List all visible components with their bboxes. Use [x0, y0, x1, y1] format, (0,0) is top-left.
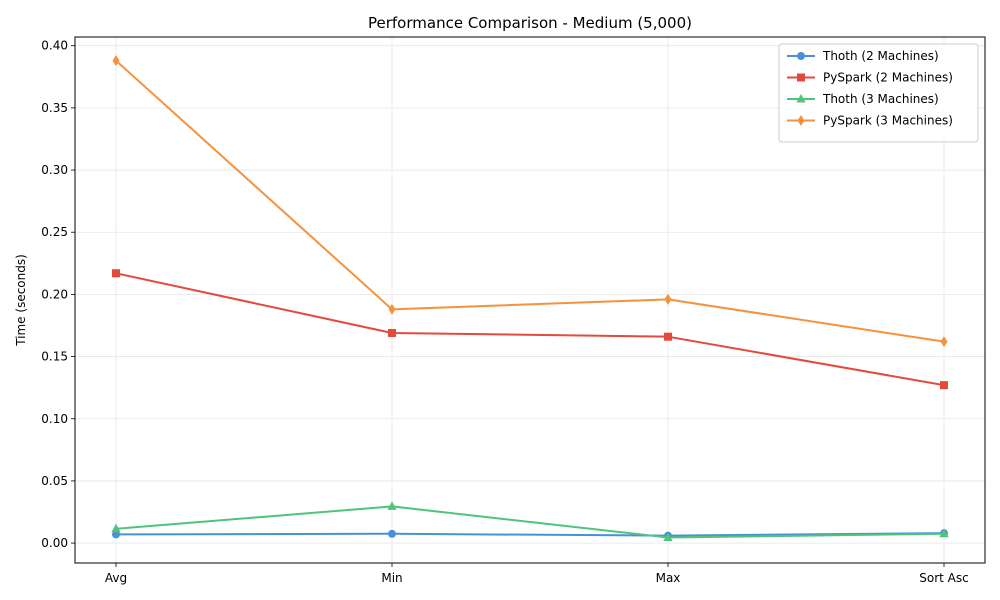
y-tick-label: 0.25: [41, 225, 68, 239]
legend-marker: [797, 73, 805, 82]
legend-item: PySpark (2 Machines): [787, 71, 953, 85]
y-tick-label: 0.40: [41, 39, 68, 53]
x-tick-label: Avg: [105, 571, 127, 585]
data-point: [388, 303, 396, 315]
series-line: [115, 272, 945, 387]
legend-marker: [796, 94, 806, 103]
legend-label: PySpark (2 Machines): [823, 71, 953, 85]
legend-label: PySpark (3 Machines): [823, 114, 953, 128]
data-point: [940, 336, 948, 348]
series-line: [115, 505, 945, 539]
legend-item: Thoth (3 Machines): [787, 92, 939, 106]
y-tick-label: 0.05: [41, 474, 68, 488]
data-point: [112, 55, 120, 67]
series-line: [115, 532, 945, 537]
legend: Thoth (2 Machines) PySpark (2 Machines) Th…: [778, 43, 979, 143]
x-axis: Avg Min Max Sort Asc: [105, 563, 969, 585]
series-line: [115, 59, 945, 343]
data-point: [663, 532, 673, 542]
legend-marker: [797, 52, 805, 60]
data-point: [388, 529, 396, 538]
y-axis-title: Time (seconds): [14, 254, 28, 347]
series-0: [112, 529, 948, 540]
legend-item: PySpark (3 Machines): [787, 114, 953, 128]
series-1: [112, 269, 948, 390]
data-point: [112, 530, 120, 539]
x-tick-label: Min: [381, 571, 402, 585]
series-2: [111, 501, 949, 542]
grid: [75, 37, 985, 563]
x-tick-label: Sort Asc: [919, 571, 968, 585]
data-point: [112, 269, 120, 278]
legend-box: [778, 43, 979, 143]
data-point: [664, 293, 672, 305]
series-3: [112, 55, 948, 348]
y-tick-label: 0.20: [41, 287, 68, 301]
data-point: [664, 332, 672, 341]
data-point: [388, 328, 396, 337]
chart-title: Performance Comparison - Medium (5,000): [368, 14, 692, 32]
legend-label: Thoth (3 Machines): [822, 92, 939, 106]
data-point: [939, 528, 949, 538]
series-layer: [111, 55, 949, 542]
y-tick-label: 0.00: [41, 536, 68, 550]
legend-label: Thoth (2 Machines): [822, 49, 939, 63]
legend-item: Thoth (2 Machines): [787, 49, 939, 63]
y-tick-label: 0.30: [41, 163, 68, 177]
data-point: [111, 523, 121, 533]
data-point: [940, 381, 948, 390]
legend-marker: [797, 115, 805, 126]
x-tick-label: Max: [656, 571, 681, 585]
y-tick-label: 0.10: [41, 412, 68, 426]
data-point: [387, 501, 397, 510]
plot-area: [74, 36, 986, 564]
y-axis: 0.00 0.05 0.10 0.15 0.20 0.25 0.30 0.35 0.40: [41, 39, 75, 550]
y-tick-label: 0.35: [41, 101, 68, 115]
y-tick-label: 0.15: [41, 350, 68, 364]
